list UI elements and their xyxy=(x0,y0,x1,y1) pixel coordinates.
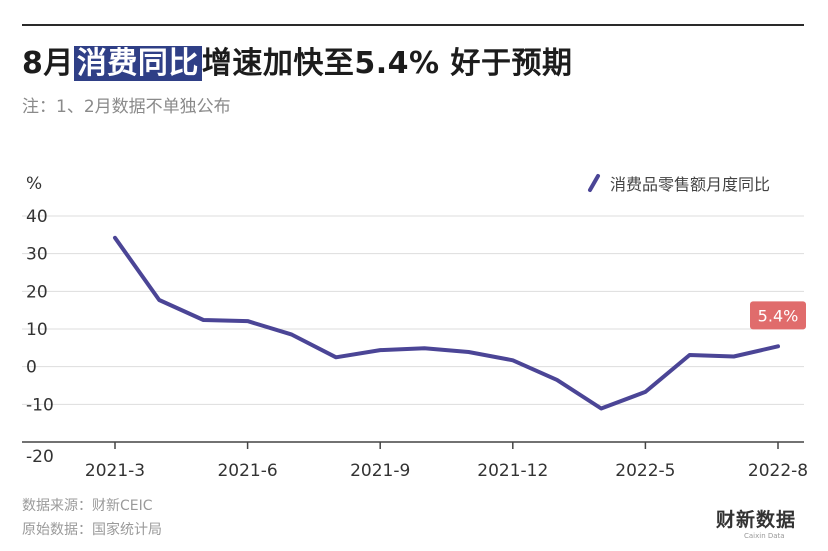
x-axis: 2021-3 2021-6 2021-9 2021-12 2022-5 2022-8 xyxy=(22,441,808,481)
title-suffix: 增速加快至5.4% 好于预期 xyxy=(201,46,573,81)
y-axis-unit: % xyxy=(26,174,42,194)
chart-subtitle: 注：1、2月数据不单独公布 xyxy=(22,97,231,117)
logo-subtext: Caixin Data xyxy=(744,532,785,540)
logo-text: 财新数据 xyxy=(716,509,797,531)
value-badge: 5.4% xyxy=(750,301,806,330)
y-tick-label: 0 xyxy=(26,358,37,378)
y-tick-label: -20 xyxy=(26,447,54,467)
x-tick-label: 2021-6 xyxy=(217,461,277,481)
y-tick-label: 30 xyxy=(26,245,48,265)
grid xyxy=(22,215,804,405)
y-tick-label: -10 xyxy=(26,395,54,415)
top-rule xyxy=(22,24,804,26)
y-tick-label: 10 xyxy=(26,320,48,340)
series-line xyxy=(113,235,780,411)
y-tick-label: 40 xyxy=(26,207,48,227)
x-tick-label: 2021-12 xyxy=(477,461,548,481)
x-tick-label: 2021-9 xyxy=(350,461,410,481)
badge-label: 5.4% xyxy=(758,306,799,325)
caixin-data-logo: 财新数据 Caixin Data xyxy=(716,505,806,540)
chart-title: 8月 消费同比 增速加快至5.4% 好于预期 xyxy=(22,38,573,82)
origin-note: 原始数据：国家统计局 xyxy=(22,522,162,538)
legend-swatch xyxy=(588,174,600,192)
title-highlight: 消费同比 xyxy=(73,46,202,81)
source-note: 数据来源：财新CEIC xyxy=(22,498,153,514)
y-tick-label: 20 xyxy=(26,282,48,302)
series xyxy=(113,235,780,411)
y-tick-labels: 40 30 20 10 0 -10 -20 xyxy=(26,207,54,467)
title-prefix: 8月 xyxy=(22,46,74,81)
x-tick-label: 2022-5 xyxy=(615,461,675,481)
x-tick-label: 2021-3 xyxy=(85,461,145,481)
badge-background xyxy=(750,301,806,330)
legend: 消费品零售额月度同比 xyxy=(588,174,770,194)
legend-label: 消费品零售额月度同比 xyxy=(610,175,770,194)
x-tick-label: 2022-8 xyxy=(748,461,808,481)
